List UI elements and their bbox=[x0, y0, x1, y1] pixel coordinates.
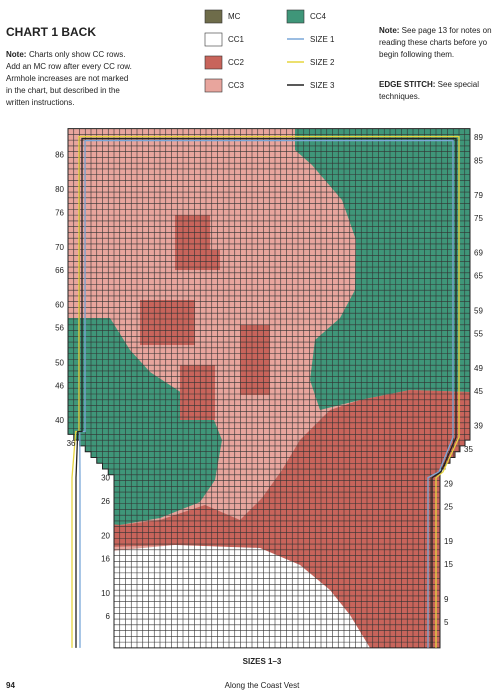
region-cc2 bbox=[180, 365, 215, 420]
row-label: 26 bbox=[101, 497, 110, 506]
row-label: 9 bbox=[444, 595, 449, 604]
row-label: 16 bbox=[101, 554, 110, 563]
side-note-line: begin following them. bbox=[379, 50, 454, 59]
row-label: 69 bbox=[474, 249, 483, 258]
row-label: 35 bbox=[464, 445, 473, 454]
row-label: 6 bbox=[106, 612, 111, 621]
side-note-line: See page 13 for notes on bbox=[399, 26, 491, 35]
page-number: 94 bbox=[6, 681, 15, 690]
region-cc2 bbox=[205, 250, 220, 270]
row-label: 79 bbox=[474, 191, 483, 200]
row-label: 75 bbox=[474, 214, 483, 223]
row-label: 30 bbox=[101, 474, 110, 483]
edge-line: techniques. bbox=[379, 92, 420, 101]
note-line: written instructions. bbox=[5, 98, 74, 107]
legend-label: CC1 bbox=[228, 35, 245, 44]
row-label: 10 bbox=[101, 589, 110, 598]
chart-outline bbox=[67, 128, 471, 649]
row-label: 66 bbox=[55, 266, 64, 275]
row-label: 50 bbox=[55, 358, 64, 367]
row-label: 80 bbox=[55, 185, 64, 194]
row-label: 56 bbox=[55, 324, 64, 333]
legend-label: MC bbox=[228, 12, 241, 21]
row-label: 85 bbox=[474, 156, 483, 165]
legend-swatch bbox=[204, 55, 223, 70]
row-label: 39 bbox=[474, 422, 483, 431]
note-line: Armhole increases are not marked bbox=[6, 74, 128, 83]
row-label: 89 bbox=[474, 133, 483, 142]
row-label: 5 bbox=[444, 618, 449, 627]
region-cc2 bbox=[175, 215, 210, 270]
note-line: Add an MC row after every CC row. bbox=[6, 62, 132, 71]
row-label: 19 bbox=[444, 537, 453, 546]
note-line: Charts only show CC rows. bbox=[29, 50, 125, 59]
row-label: 65 bbox=[474, 272, 483, 281]
legend-swatch bbox=[204, 32, 223, 47]
row-label: 60 bbox=[55, 301, 64, 310]
row-label: 59 bbox=[474, 306, 483, 315]
caption: SIZES 1–3 bbox=[243, 657, 282, 666]
legend-swatch bbox=[286, 9, 305, 24]
row-label: 25 bbox=[444, 503, 453, 512]
title: CHART 1 BACK bbox=[6, 25, 96, 39]
note-line: in the chart, but described in the bbox=[6, 86, 120, 95]
footer-title: Along the Coast Vest bbox=[225, 681, 300, 690]
side-note: Note: See page 13 for notes on bbox=[379, 26, 492, 35]
legend-swatch bbox=[204, 9, 223, 24]
row-label: 49 bbox=[474, 364, 483, 373]
row-label: 15 bbox=[444, 560, 453, 569]
row-label: 20 bbox=[101, 531, 110, 540]
edge-label: EDGE STITCH: bbox=[379, 80, 435, 89]
row-label: 36 bbox=[67, 439, 76, 448]
legend-swatch bbox=[204, 78, 223, 93]
edge-note: EDGE STITCH: See special bbox=[379, 80, 479, 89]
row-label: 45 bbox=[474, 387, 483, 396]
region-cc4 bbox=[295, 128, 470, 410]
legend-label: CC4 bbox=[310, 12, 327, 21]
row-label: 55 bbox=[474, 329, 483, 338]
row-label: 70 bbox=[55, 243, 64, 252]
row-label: 86 bbox=[55, 151, 64, 160]
legend-label: SIZE 1 bbox=[310, 35, 335, 44]
note-label: Note: bbox=[6, 50, 26, 59]
legend-label: CC3 bbox=[228, 81, 245, 90]
legend-label: CC2 bbox=[228, 58, 245, 67]
row-label: 29 bbox=[444, 479, 453, 488]
legend-label: SIZE 2 bbox=[310, 58, 335, 67]
legend-label: SIZE 3 bbox=[310, 81, 335, 90]
region-cc2 bbox=[140, 300, 195, 345]
chart-grid bbox=[68, 128, 470, 648]
side-note-label: Note: bbox=[379, 26, 399, 35]
row-label: 76 bbox=[55, 208, 64, 217]
edge-line: See special bbox=[435, 80, 479, 89]
size-3-outline bbox=[75, 137, 457, 648]
row-label: 40 bbox=[55, 416, 64, 425]
side-note-line: reading these charts before yo bbox=[379, 38, 488, 47]
row-label: 46 bbox=[55, 381, 64, 390]
size-1-outline bbox=[79, 139, 454, 648]
region-cc1 bbox=[68, 545, 370, 648]
region-cc2 bbox=[240, 325, 270, 395]
size-2-outline bbox=[71, 135, 460, 648]
